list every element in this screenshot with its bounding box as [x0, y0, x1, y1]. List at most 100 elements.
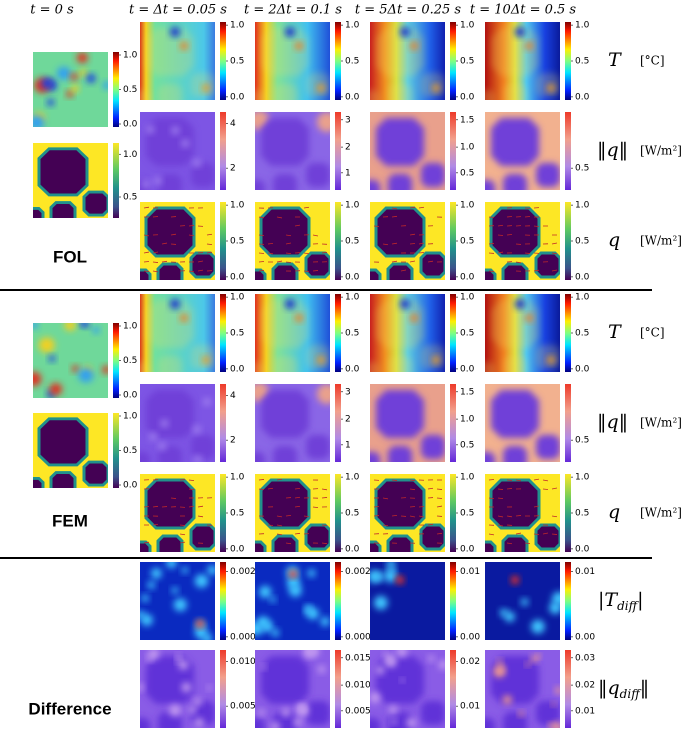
blob	[521, 598, 529, 606]
heatmap	[245, 382, 337, 472]
colorbar-tick-label: 0.01	[575, 567, 595, 577]
blob	[261, 665, 266, 670]
blob	[174, 598, 187, 611]
blob	[158, 442, 166, 450]
inclusion	[261, 480, 309, 528]
symbol: T	[608, 321, 622, 343]
colorbar-tick-label: 1.0	[460, 21, 475, 31]
colorbar-tick-label: 0.5	[575, 164, 589, 174]
heatmap	[27, 320, 111, 399]
blob	[515, 299, 525, 309]
blob	[552, 702, 556, 706]
colorbar-tick-label: 1.0	[460, 143, 475, 153]
inclusion	[491, 118, 539, 166]
blob	[262, 621, 273, 632]
colorbar-tick-label: 0.015	[345, 653, 371, 663]
heatmap	[360, 646, 448, 732]
flux-arrow	[153, 216, 158, 217]
colorbar	[450, 22, 456, 100]
inclusion	[536, 701, 560, 725]
inclusion	[191, 73, 215, 97]
inclusion	[421, 163, 445, 187]
blob	[154, 177, 162, 185]
inclusion	[273, 84, 297, 108]
colorbar-tick-label: 0.010	[345, 681, 371, 691]
inclusion	[306, 345, 330, 369]
colorbar	[335, 384, 341, 462]
flux-arrow	[144, 261, 149, 262]
colorbar	[335, 650, 341, 728]
colorbar-tick-label: 0.5	[230, 329, 244, 339]
blob	[72, 365, 79, 372]
colorbar-tick-label: 0.0	[460, 92, 475, 102]
row-label: ‖q‖	[597, 411, 628, 433]
inclusion	[158, 536, 182, 560]
heatmap	[245, 646, 330, 732]
blob	[547, 356, 555, 364]
blob	[193, 159, 201, 167]
colorbar-tick-label: 0.0	[123, 391, 138, 401]
inclusion	[421, 525, 445, 549]
colorbar	[450, 294, 456, 372]
colorbar-tick-label: 1.0	[345, 21, 360, 31]
heatmap	[130, 294, 215, 382]
colorbar-tick-label: 0.00	[575, 632, 595, 642]
inclusion	[130, 718, 150, 732]
inclusion	[261, 390, 309, 438]
inclusion	[475, 270, 495, 290]
flux-arrow	[259, 235, 264, 236]
colorbar	[220, 650, 226, 728]
colorbar-tick-label: 0.5	[575, 329, 589, 339]
blob	[525, 314, 533, 322]
inclusion	[360, 180, 380, 200]
colorbar-tick-label: 0.0	[460, 544, 475, 554]
blob	[142, 180, 150, 188]
blob	[525, 42, 533, 50]
blob	[552, 592, 566, 606]
heatmap	[475, 474, 560, 562]
inclusion	[84, 462, 108, 485]
blob	[80, 69, 88, 76]
inclusion	[306, 163, 330, 187]
blob	[151, 568, 162, 579]
colorbar	[113, 143, 119, 218]
blob	[555, 687, 562, 694]
blob	[400, 299, 410, 309]
blob	[389, 705, 398, 714]
colorbar	[220, 384, 226, 462]
blob	[178, 660, 188, 670]
blob	[195, 574, 209, 588]
blob	[504, 611, 514, 621]
colorbar-tick-label: 0.0	[575, 272, 590, 282]
colorbar-tick-label: 2	[230, 164, 236, 174]
blob	[160, 419, 168, 427]
colorbar-tick-label: 1.0	[460, 293, 475, 303]
colorbar-tick-label: 0.01	[460, 702, 480, 712]
blob	[317, 356, 325, 364]
heatmap	[130, 649, 215, 732]
colorbar-tick-label: 1.0	[230, 293, 245, 303]
inclusion	[23, 478, 43, 497]
blob	[285, 299, 295, 309]
inclusion	[475, 362, 495, 382]
colorbar-tick-label: 1.0	[460, 473, 475, 483]
blob	[376, 666, 385, 675]
colorbar	[565, 112, 571, 190]
inclusion	[421, 435, 445, 459]
blob	[70, 73, 78, 80]
flux-arrow	[419, 252, 424, 253]
inclusion	[388, 264, 412, 288]
heatmap	[360, 384, 445, 472]
flux-arrow	[525, 253, 530, 254]
blob	[193, 425, 201, 433]
colorbar-tick-label: 0.5	[345, 237, 359, 247]
blob	[536, 654, 540, 658]
blob	[317, 84, 325, 92]
heatmap	[475, 112, 560, 200]
heatmap	[250, 562, 330, 640]
blob	[552, 722, 562, 732]
blob	[136, 611, 144, 619]
row-label: ‖q‖	[597, 139, 628, 161]
blob	[202, 634, 212, 644]
blob	[400, 27, 410, 37]
